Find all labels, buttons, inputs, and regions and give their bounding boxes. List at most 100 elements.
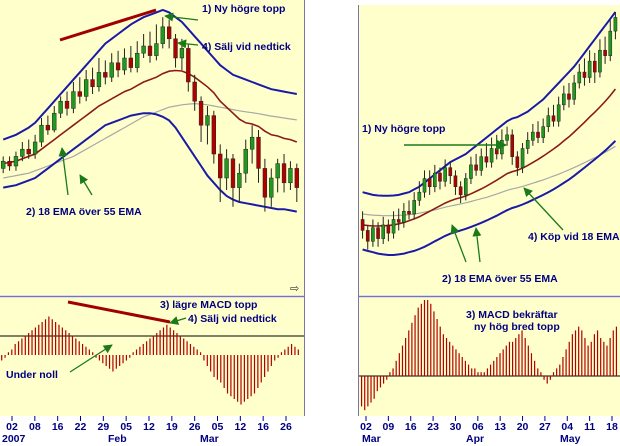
candle <box>484 143 489 168</box>
candle-body <box>546 115 551 127</box>
candle-body <box>427 178 432 187</box>
candle-body <box>20 148 25 157</box>
candle-body <box>515 156 520 168</box>
candle <box>71 82 76 114</box>
axis-tick-label: 05 <box>212 421 224 433</box>
candle-body <box>381 224 386 239</box>
candle <box>103 60 108 85</box>
candle <box>515 151 520 176</box>
axis-tick-label: 06 <box>472 421 484 433</box>
axis-tick-label: 20 <box>517 421 529 433</box>
left-price-top-trendline <box>59 8 157 42</box>
candle <box>546 107 551 133</box>
candle <box>141 34 146 58</box>
scroll-arrow-icon[interactable]: ⇨ <box>290 283 299 295</box>
candle <box>469 156 473 184</box>
candle-body <box>438 172 442 182</box>
axis-tick-label: 18 <box>606 421 618 433</box>
axis-tick-label: 11 <box>584 421 595 433</box>
candle-body <box>243 148 248 174</box>
candle-body <box>135 52 140 68</box>
candle-body <box>96 72 102 88</box>
candle <box>412 192 416 220</box>
candle <box>269 168 274 207</box>
r-lower-band-line <box>362 140 617 256</box>
candle-body <box>58 100 63 114</box>
candle <box>166 19 172 49</box>
candle <box>525 132 530 154</box>
candle-body <box>160 26 165 44</box>
right-annotation-new-wide-top: ny hög bred topp <box>474 321 560 333</box>
candle <box>577 63 582 89</box>
candle <box>381 216 386 245</box>
right-axis-month-may: May <box>560 433 581 445</box>
axis-tick-label: 04 <box>561 421 573 433</box>
right-axis-background <box>358 416 620 446</box>
axis-tick-label: 12 <box>234 421 246 433</box>
candle-body <box>422 178 427 193</box>
candle-body <box>458 186 463 196</box>
candle <box>109 53 114 82</box>
candle-body <box>288 168 293 184</box>
candle <box>407 200 411 220</box>
candle-body <box>386 224 391 234</box>
candle-body <box>577 71 582 84</box>
candle <box>376 222 380 247</box>
axis-tick-label: 29 <box>97 421 109 433</box>
candle-body <box>141 45 146 54</box>
candle <box>58 96 63 118</box>
candle-body <box>520 148 525 168</box>
candle-body <box>443 167 447 182</box>
candle-body <box>109 62 114 78</box>
candle <box>531 123 535 146</box>
candle <box>587 50 592 83</box>
l-lower-band-line <box>3 112 297 213</box>
candle-body <box>371 227 375 242</box>
candle-body <box>396 219 401 223</box>
candle-body <box>453 175 458 187</box>
candle <box>567 82 571 108</box>
candle-body <box>433 172 437 187</box>
arrow-new-high-left <box>164 12 199 22</box>
candle <box>582 58 587 86</box>
candle <box>243 139 248 183</box>
left-chart-panel: 1) Ny högre topp 4) Sälj vid nedtick 2) … <box>0 0 305 446</box>
candle-body <box>115 62 121 71</box>
candle <box>572 74 576 105</box>
candle <box>211 110 216 164</box>
candle-body <box>218 153 223 179</box>
candle <box>96 58 102 92</box>
candle <box>20 142 25 162</box>
left-annotation-new-high: 1) Ny högre topp <box>202 3 285 15</box>
candle <box>90 67 95 94</box>
candle <box>256 130 261 183</box>
candle <box>32 134 38 159</box>
candle <box>45 115 51 135</box>
candle <box>438 167 442 190</box>
candle <box>64 91 70 116</box>
candle <box>608 20 613 62</box>
left-annotation-below-zero: Under noll <box>6 369 58 381</box>
left-axis-year-label: 2007 <box>2 433 26 445</box>
candle <box>458 181 463 204</box>
candle-body <box>84 79 89 97</box>
candle-body <box>500 140 504 155</box>
candle-body <box>525 140 530 149</box>
candle <box>386 219 391 242</box>
candle <box>128 46 134 73</box>
candle <box>422 170 427 198</box>
candle-body <box>237 172 242 188</box>
candle <box>613 12 618 40</box>
candle <box>510 129 515 165</box>
candle-body <box>294 168 299 188</box>
candle-body <box>262 168 268 198</box>
axis-tick-label: 09 <box>383 421 395 433</box>
candle-body <box>592 60 597 73</box>
candle <box>294 163 299 202</box>
axis-tick-label: 05 <box>120 421 132 433</box>
axis-tick-label: 19 <box>166 421 178 433</box>
candle-body <box>587 60 592 78</box>
candle <box>536 121 540 144</box>
candle <box>224 149 229 190</box>
candle-body <box>7 160 12 167</box>
